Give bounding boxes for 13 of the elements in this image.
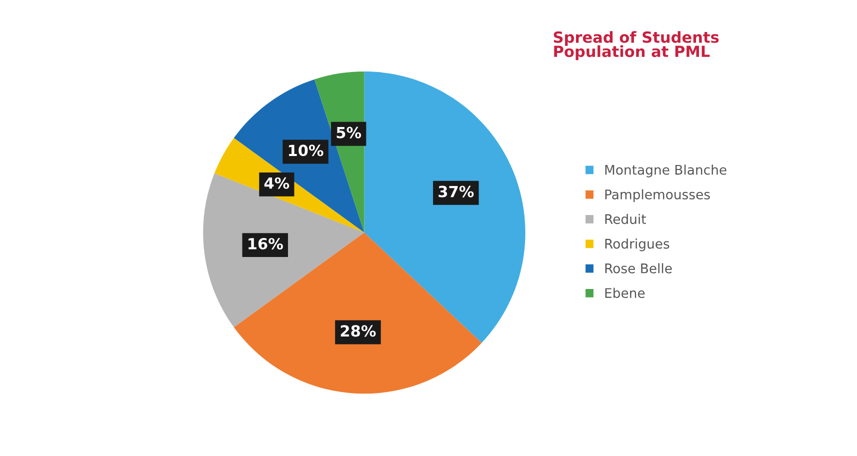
data-label: 16% [248, 238, 283, 250]
legend-label: Rose Belle [605, 263, 672, 274]
legend-label: Reduit [605, 214, 646, 224]
legend-label: Ebene [605, 288, 645, 298]
data-label: 5% [336, 126, 362, 138]
data-label: 28% [340, 325, 376, 337]
legend-label: Montagne Blanche [605, 164, 726, 178]
chart-title: Spread of Students Population at PML [554, 31, 719, 60]
data-label: 10% [288, 144, 324, 156]
legend-label: Pamplemousses [605, 189, 710, 202]
data-label: 37% [438, 186, 474, 198]
data-label: 4% [264, 177, 290, 189]
legend-label: Rodrigues [605, 238, 670, 252]
